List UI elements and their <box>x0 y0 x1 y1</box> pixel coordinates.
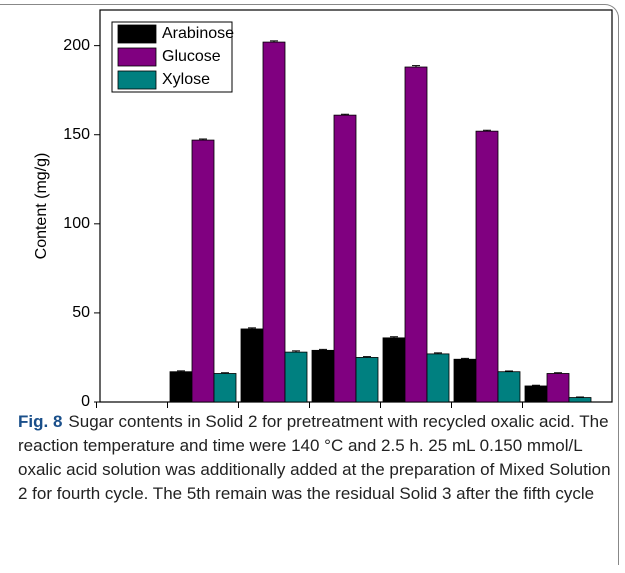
bar <box>453 358 477 403</box>
bar <box>355 357 379 403</box>
bar <box>475 130 499 403</box>
error-bar <box>461 357 469 360</box>
y-tick-label: 150 <box>63 126 90 143</box>
error-bar <box>177 370 185 372</box>
bar <box>169 371 193 403</box>
bar <box>568 397 592 403</box>
bar <box>240 328 264 403</box>
error-bar <box>434 352 442 354</box>
caption-text: Sugar contents in Solid 2 for pretreatme… <box>18 412 611 503</box>
legend-label: Xylose <box>162 71 210 88</box>
error-bar <box>292 350 300 353</box>
bar <box>382 337 406 403</box>
error-bar <box>483 129 491 132</box>
error-bar <box>270 40 278 43</box>
error-bar <box>554 372 562 374</box>
error-bar <box>390 336 398 338</box>
bar <box>262 41 286 403</box>
error-bar <box>319 348 327 351</box>
y-axis-label: Content (mg/g) <box>33 153 50 260</box>
bar <box>284 351 308 403</box>
error-bar <box>532 384 540 386</box>
error-bar <box>363 356 371 358</box>
error-bar <box>412 65 420 68</box>
bar <box>546 373 570 403</box>
error-bar <box>576 396 584 398</box>
bar <box>524 385 548 403</box>
bar <box>404 66 428 403</box>
error-bar <box>248 327 256 329</box>
figure-border <box>0 4 619 565</box>
y-tick-label: 200 <box>63 37 90 54</box>
bar <box>213 373 237 403</box>
caption-label: Fig. 8 <box>18 412 63 431</box>
bar <box>497 371 521 403</box>
error-bar <box>221 372 229 374</box>
caption: Fig. 8 Sugar contents in Solid 2 for pret… <box>18 410 613 506</box>
error-bar <box>341 113 349 116</box>
bar <box>426 353 450 403</box>
legend-swatch <box>117 47 157 67</box>
y-tick-label: 50 <box>72 304 90 321</box>
legend-swatch <box>117 24 157 44</box>
legend-label: Arabinose <box>162 25 234 42</box>
error-bar <box>505 370 513 372</box>
legend-swatch <box>117 70 157 90</box>
y-tick-label: 0 <box>81 393 90 410</box>
chart: Content (mg/g) 0501001502001st2nd3rd4th5… <box>33 9 613 410</box>
bar <box>191 139 215 403</box>
legend-label: Glucose <box>162 48 221 65</box>
bar <box>333 114 357 403</box>
error-bar <box>199 138 207 141</box>
bar <box>311 349 335 403</box>
y-tick-label: 100 <box>63 215 90 232</box>
